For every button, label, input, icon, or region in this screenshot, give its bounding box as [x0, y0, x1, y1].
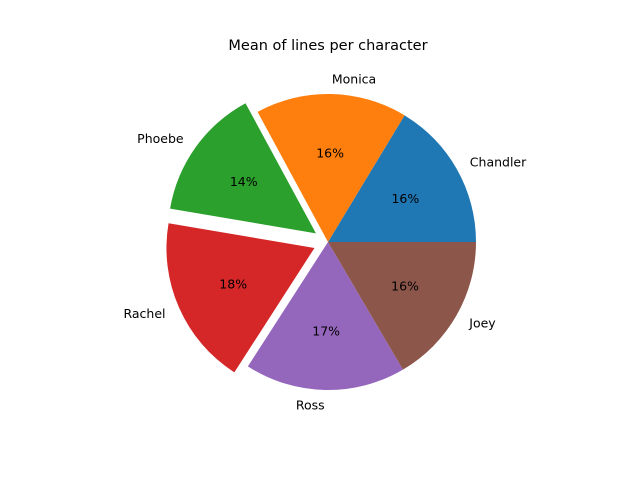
pie-label-phoebe: Phoebe	[137, 131, 184, 146]
pie-slice-ross	[247, 242, 403, 390]
pie-pct-label-chandler: 16%	[391, 191, 419, 206]
pie-label-chandler: Chandler	[470, 155, 527, 170]
pie-label-rachel: Rachel	[123, 306, 165, 321]
pie-pct-label-joey: 16%	[391, 279, 419, 294]
pie-slice-phoebe	[170, 103, 316, 234]
pie-slice-rachel	[166, 223, 315, 373]
pie-pct-label-ross: 17%	[312, 323, 340, 338]
pie-label-monica: Monica	[332, 72, 376, 87]
pie-slice-monica	[257, 93, 405, 242]
pie-pct-label-rachel: 18%	[219, 276, 247, 291]
pie-slice-chandler	[328, 115, 476, 242]
pie-slices	[166, 93, 476, 390]
pie-labels: 16% Chandler 16% Monica 14% Phoebe 18% Rachel 17…	[123, 72, 527, 413]
pie-label-joey: Joey	[468, 315, 496, 330]
pie-pct-label-phoebe: 14%	[230, 174, 258, 189]
chart-title: Mean of lines per character	[228, 38, 427, 54]
pie-pct-label-monica: 16%	[316, 146, 344, 161]
pie-slice-joey	[328, 242, 476, 370]
pie-label-ross: Ross	[296, 397, 325, 412]
